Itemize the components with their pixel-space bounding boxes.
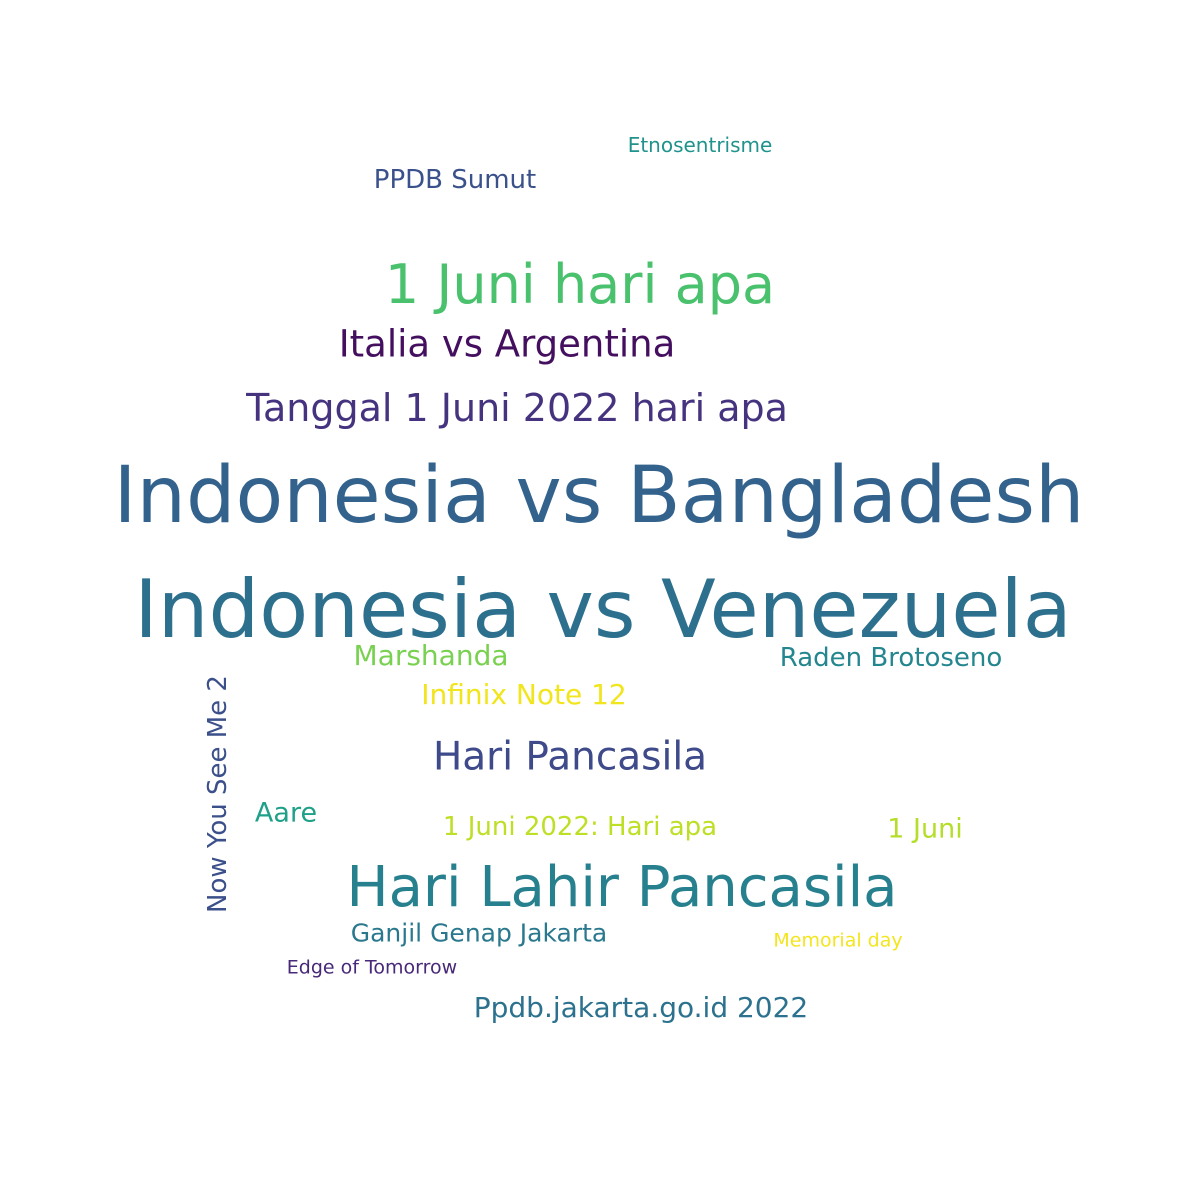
- word-tanggal-1-juni-2022: Tanggal 1 Juni 2022 hari apa: [246, 386, 788, 430]
- word-hari-pancasila: Hari Pancasila: [432, 734, 708, 780]
- word-marshanda: Marshanda: [353, 639, 509, 672]
- word-1-juni: 1 Juni: [887, 813, 963, 845]
- word-ppdb-jakarta: Ppdb.jakarta.go.id 2022: [473, 991, 809, 1024]
- word-indonesia-vs-venezuela: Indonesia vs Venezuela: [134, 563, 1072, 656]
- word-aare: Aare: [254, 797, 318, 829]
- word-1-juni-hari-apa: 1 Juni hari apa: [384, 253, 776, 316]
- word-1-juni-2022-hari-apa: 1 Juni 2022: Hari apa: [442, 812, 718, 842]
- word-raden-brotoseno: Raden Brotoseno: [779, 643, 1003, 673]
- word-ganjil-genap-jakarta: Ganjil Genap Jakarta: [350, 918, 608, 948]
- word-now-you-see-me-2: Now You See Me 2: [203, 675, 233, 913]
- word-memorial-day: Memorial day: [773, 929, 903, 952]
- word-indonesia-vs-bangladesh: Indonesia vs Bangladesh: [113, 451, 1085, 541]
- word-edge-of-tomorrow: Edge of Tomorrow: [286, 956, 458, 979]
- word-infinix-note-12: Infinix Note 12: [421, 678, 627, 711]
- word-ppdb-sumut: PPDB Sumut: [373, 165, 537, 195]
- word-italia-vs-argentina: Italia vs Argentina: [338, 322, 676, 366]
- word-etnosentrisme: Etnosentrisme: [627, 133, 773, 157]
- word-hari-lahir-pancasila: Hari Lahir Pancasila: [346, 855, 898, 920]
